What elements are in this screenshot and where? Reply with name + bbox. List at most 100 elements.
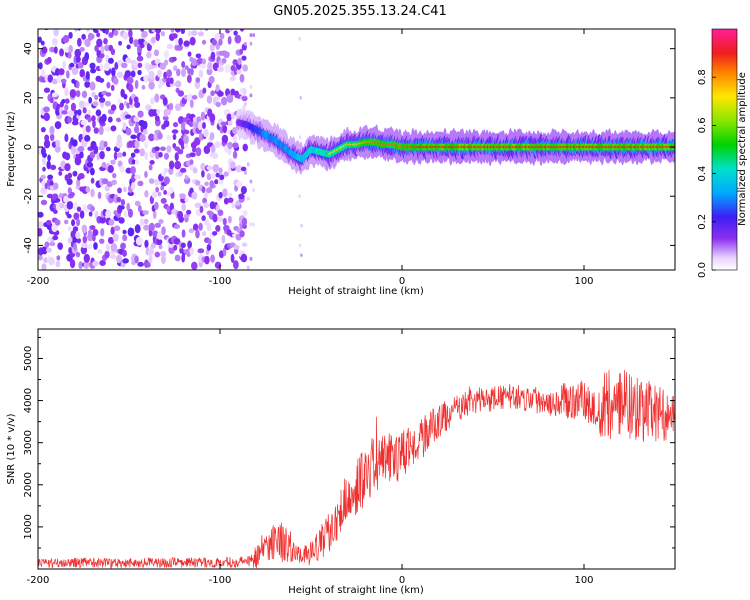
spectrogram-cell (57, 242, 64, 250)
spectrogram-cell (163, 50, 170, 59)
spectrogram-cell (242, 87, 247, 97)
spectrogram-cell (71, 219, 76, 227)
spectrogram-cell (161, 226, 166, 236)
spectrogram-cell (193, 137, 201, 146)
spectrogram-cell (78, 261, 83, 270)
spectrogram-cell (244, 170, 247, 175)
spectrogram-cell (169, 77, 174, 85)
spectrogram-cell (141, 84, 146, 90)
spectrogram-cell (69, 88, 77, 98)
spectrogram-cell (86, 161, 94, 168)
snr-x-tick-label: 0 (399, 575, 405, 586)
spectrogram-cell (155, 29, 162, 34)
spectrogram-cell (110, 179, 118, 186)
spectrogram-cell (119, 102, 124, 111)
spectrogram-cell (154, 178, 159, 187)
spectrogram-cell (199, 29, 203, 31)
spectrogram-cell (92, 119, 96, 129)
spectrogram-cell (216, 95, 221, 101)
spectrogram-cell (298, 37, 301, 41)
spectrogram-cell (107, 116, 113, 123)
spectrogram-cell (107, 165, 114, 173)
spectrogram-cell (104, 126, 112, 132)
spectrogram-cell (174, 254, 181, 262)
spectrogram-cell (137, 62, 143, 68)
spectrogram-cell (110, 104, 117, 111)
spectrogram-cell (38, 254, 43, 261)
spectrogram-cell (104, 250, 110, 259)
spectrogram-cell (206, 165, 213, 171)
colorbar-ticks: 0.0 0.2 0.4 0.6 0.8 (697, 69, 716, 278)
spectrogram-cell (160, 146, 166, 151)
spectrogram-cell (174, 160, 182, 170)
spectrogram-cell (77, 109, 82, 116)
spectrogram-cell (101, 113, 107, 123)
spectrogram-cell (218, 167, 223, 174)
spectrogram-cell (133, 116, 139, 123)
spectrogram-cell (64, 98, 70, 104)
spectrogram-cell (96, 152, 101, 161)
spectrogram-cell (160, 31, 166, 37)
spectrogram-cell (133, 39, 139, 48)
spectrogram-cell (134, 79, 139, 89)
spectrogram-cell (75, 55, 81, 63)
spectrogram-cell (158, 219, 164, 224)
spectrogram-cell (53, 46, 58, 54)
spectrogram-cell (41, 246, 48, 255)
spectrogram-cell (189, 247, 194, 256)
spectrogram-cell (117, 98, 122, 104)
spectrogram-cell (127, 208, 134, 218)
spectrogram-cell (122, 258, 129, 264)
spectrogram-cell (164, 59, 169, 66)
spectrogram-cell (189, 99, 194, 108)
spectrogram-cell (184, 174, 189, 181)
spectrogram-cell (148, 81, 155, 90)
spectrogram-cell (168, 246, 175, 255)
spectrogram-cell (79, 69, 86, 78)
colorbar-tick-label: 0.0 (697, 262, 708, 278)
spectrogram-cell (74, 48, 82, 58)
colorbar-tick-label: 0.6 (697, 117, 708, 133)
spectrogram-cell (117, 187, 122, 194)
spectrogram-cell (241, 55, 247, 61)
spectrogram-cell (137, 69, 142, 76)
spectrogram-cell (231, 202, 236, 209)
spectrogram-cell (98, 97, 106, 103)
spectrogram-cell (103, 141, 108, 148)
spectrogram-cell (112, 233, 119, 242)
spectrogram-cell (40, 40, 45, 46)
spectrogram-cell (191, 95, 198, 100)
spectrogram-cell (135, 121, 139, 128)
spectrogram-cell (196, 57, 204, 65)
spectrogram-cell (202, 121, 206, 129)
spectrogram-cell (172, 133, 177, 141)
spectrogram-cell (171, 129, 179, 134)
spectrogram-cell (134, 159, 140, 166)
spectrogram-cell (62, 60, 66, 70)
spectrogram-cell (212, 213, 218, 223)
spectrogram-cell (149, 160, 155, 165)
spectrogram-cell (206, 95, 213, 104)
spectrogram-cell (118, 217, 125, 224)
snr-x-tick-label: -200 (27, 575, 50, 586)
spectrogram-cell (221, 234, 226, 244)
spectrogram-cell (202, 197, 208, 204)
spectrogram-cell (44, 241, 50, 248)
spectrogram-cell (155, 186, 160, 193)
spectrogram-cell (77, 62, 84, 69)
spectrogram-cell (249, 33, 253, 38)
spectrogram-cell (249, 222, 253, 227)
spectrogram-cell (75, 81, 80, 89)
spectrogram-cell (110, 48, 116, 56)
spectrogram-cell (117, 160, 123, 168)
spectrogram-cell (223, 197, 229, 205)
spectrogram-cell (99, 150, 105, 160)
spectrogram-cell (172, 65, 178, 72)
spectrogram-cell (217, 209, 224, 216)
spectrogram-cell (151, 191, 158, 199)
spectrogram-cell (151, 230, 159, 238)
spectrogram-cell (181, 203, 187, 212)
spectrogram-cell (99, 63, 104, 71)
spectrogram-cell (64, 104, 69, 111)
spectrogram-cell (54, 219, 61, 226)
